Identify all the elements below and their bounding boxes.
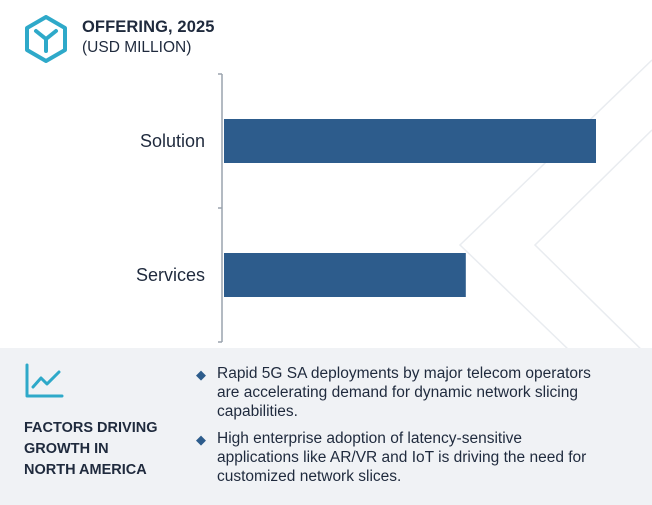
factor-bullet: ◆ Rapid 5G SA deployments by major telec… bbox=[196, 364, 626, 421]
factors-title: FACTORS DRIVING GROWTH IN NORTH AMERICA bbox=[24, 418, 184, 481]
factors-title-line: FACTORS DRIVING bbox=[24, 420, 158, 436]
category-label-services: Services bbox=[136, 265, 205, 285]
hexagon-y-logo-icon bbox=[25, 15, 67, 63]
diamond-bullet-icon: ◆ bbox=[196, 432, 206, 447]
bullet-text-line: are accelerating demand for dynamic netw… bbox=[217, 384, 578, 401]
diamond-bullet-icon: ◆ bbox=[196, 367, 206, 382]
factors-panel bbox=[0, 348, 652, 505]
bullet-text-line: capabilities. bbox=[217, 403, 298, 420]
category-label-solution: Solution bbox=[140, 131, 205, 151]
trend-line-icon bbox=[25, 363, 64, 398]
bullet-text-line: customized network slices. bbox=[217, 468, 402, 485]
factors-title-line: NORTH AMERICA bbox=[24, 462, 147, 478]
chart-subtitle: (USD MILLION) bbox=[82, 39, 192, 56]
bullet-text-line: Rapid 5G SA deployments by major telecom… bbox=[217, 365, 591, 382]
factor-bullet: ◆ High enterprise adoption of latency-se… bbox=[196, 429, 626, 486]
bullet-text-line: High enterprise adoption of latency-sens… bbox=[217, 430, 523, 447]
chart-title: OFFERING, 2025 bbox=[82, 18, 215, 36]
bar-solution bbox=[224, 119, 596, 163]
factors-bullet-list: ◆ Rapid 5G SA deployments by major telec… bbox=[196, 364, 626, 494]
bar-services bbox=[224, 253, 466, 297]
bar-chart: Solution Services bbox=[136, 73, 596, 343]
bullet-text-line: applications like AR/VR and IoT is drivi… bbox=[217, 449, 587, 466]
factors-title-line: GROWTH IN bbox=[24, 441, 109, 457]
